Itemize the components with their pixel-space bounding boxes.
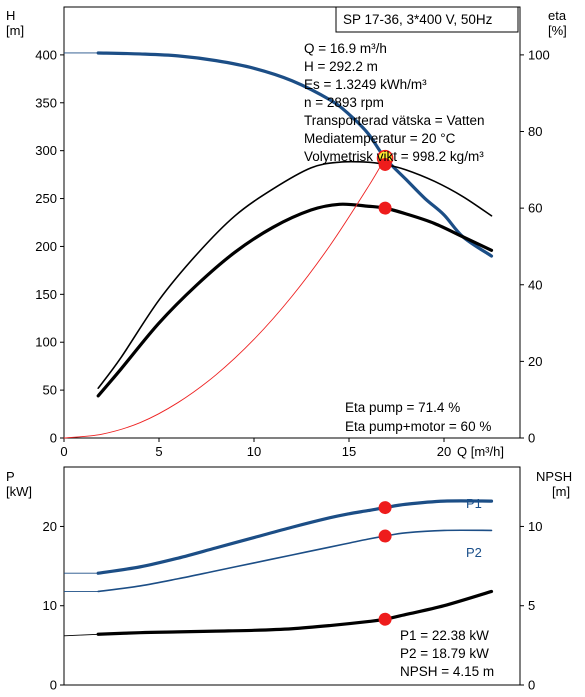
series-label-p2: P2 <box>466 545 482 560</box>
info-speed: n = 2893 rpm <box>304 95 384 110</box>
left-axis-unit: [m] <box>6 23 24 38</box>
right-tick-label: 10 <box>528 519 542 534</box>
right-tick-label: 40 <box>528 277 542 292</box>
x-tick-label: 10 <box>247 444 261 459</box>
series-eta_pump_motor-line <box>96 202 494 398</box>
bottom-chart: 0 10 20 0 5 10 P [kW] NPSH [m] P1 P2 P1 = 22.… <box>6 466 572 693</box>
duty-point-marker <box>378 157 392 171</box>
power-info: P1 = 22.38 kW P2 = 18.79 kW NPSH = 4.15 … <box>400 628 494 679</box>
left-tick-label: 200 <box>35 239 57 254</box>
info-temperature: Mediatemperatur = 20 °C <box>304 131 456 146</box>
left-tick-label: 250 <box>35 191 57 206</box>
x-tick-label: 20 <box>437 444 451 459</box>
left-tick-label: 0 <box>50 431 57 446</box>
left-tick-label: 350 <box>35 95 57 110</box>
pump-title: SP 17-36, 3*400 V, 50Hz <box>343 12 493 27</box>
duty-point-marker <box>378 501 392 515</box>
info-head: H = 292.2 m <box>304 59 378 74</box>
right-tick-label: 0 <box>528 431 535 446</box>
right-axis-title: eta <box>548 8 567 23</box>
duty-point-marker <box>378 612 392 626</box>
info-p2: P2 = 18.79 kW <box>400 646 489 661</box>
power-axis-unit: [kW] <box>6 484 32 499</box>
top-chart: 0 5 10 15 2005010015020025030035040002040608… <box>6 6 567 459</box>
bottom-plot-frame <box>63 466 521 686</box>
right-tick-label: 100 <box>528 47 550 62</box>
x-tick-label: 15 <box>342 444 356 459</box>
duty-point-marker <box>378 529 392 543</box>
right-axis-unit: [%] <box>548 23 567 38</box>
right-tick-label: 20 <box>528 354 542 369</box>
series-H-line <box>96 51 494 258</box>
series-system_curve-line <box>63 157 386 439</box>
info-density: Volymetrisk vikt = 998.2 kg/m³ <box>304 149 484 164</box>
series-NPSH-leadin <box>63 633 99 637</box>
right-tick-label: 0 <box>528 678 535 693</box>
info-eta-pump: Eta pump = 71.4 % <box>345 400 460 415</box>
left-tick-label: 300 <box>35 143 57 158</box>
left-tick-label: 150 <box>35 287 57 302</box>
left-tick-label: 400 <box>35 47 57 62</box>
series-NPSH-line <box>96 589 494 636</box>
info-eta-pump-motor: Eta pump+motor = 60 % <box>345 419 491 434</box>
info-energy: Es = 1.3249 kWh/m³ <box>304 77 427 92</box>
series-P2-line <box>97 529 493 593</box>
left-tick-label: 0 <box>50 678 57 693</box>
left-tick-label: 50 <box>43 383 57 398</box>
right-tick-label: 5 <box>528 598 535 613</box>
duty-point-marker <box>378 201 392 215</box>
x-tick-label: 0 <box>60 444 67 459</box>
right-tick-label: 60 <box>528 201 542 216</box>
power-axis-title: P <box>6 469 15 484</box>
series-P1-line <box>96 499 494 575</box>
left-tick-label: 10 <box>43 598 57 613</box>
x-tick-label: 5 <box>155 444 162 459</box>
npsh-axis-unit: [m] <box>552 484 570 499</box>
series-eta_pump-line <box>97 160 493 389</box>
pump-title-box: SP 17-36, 3*400 V, 50Hz <box>335 6 519 33</box>
duty-info: Q = 16.9 m³/h H = 292.2 m Es = 1.3249 kW… <box>304 41 484 164</box>
info-liquid: Transporterad vätska = Vatten <box>304 113 484 128</box>
title-box-border <box>335 6 519 33</box>
efficiency-info: Eta pump = 71.4 % Eta pump+motor = 60 % <box>345 400 491 434</box>
npsh-axis-title: NPSH <box>536 469 572 484</box>
left-tick-label: 20 <box>43 519 57 534</box>
series-label-p1: P1 <box>466 496 482 511</box>
top-plot-frame <box>63 6 521 439</box>
x-axis-label: Q [m³/h] <box>457 444 504 459</box>
info-npsh: NPSH = 4.15 m <box>400 664 494 679</box>
info-p1: P1 = 22.38 kW <box>400 628 489 643</box>
right-tick-label: 80 <box>528 124 542 139</box>
left-tick-label: 100 <box>35 335 57 350</box>
info-flow: Q = 16.9 m³/h <box>304 41 387 56</box>
left-axis-title: H <box>6 8 15 23</box>
